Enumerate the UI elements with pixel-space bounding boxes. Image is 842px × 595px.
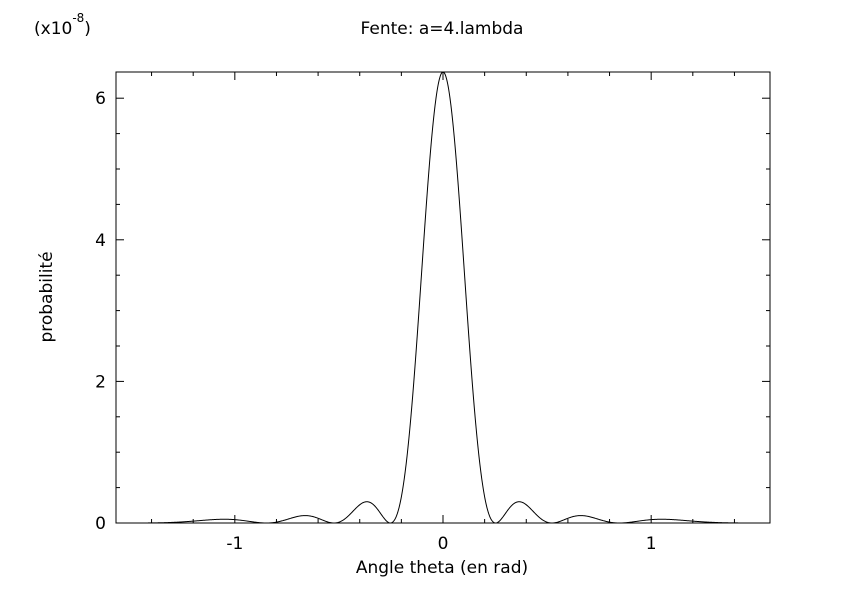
x-tick-label: 1 <box>646 534 657 554</box>
y-scale-label: (x10-8) <box>34 11 91 39</box>
y-tick-label: 6 <box>95 89 106 109</box>
chart-title: Fente: a=4.lambda <box>361 19 524 39</box>
y-scale-prefix: (x10 <box>34 19 72 39</box>
plot-frame <box>115 71 771 524</box>
x-tick-label: 0 <box>438 534 449 554</box>
x-axis-label: Angle theta (en rad) <box>356 558 528 578</box>
y-tick-label: 2 <box>95 372 106 392</box>
y-tick-label: 4 <box>95 231 106 251</box>
y-scale-exponent: -8 <box>72 11 84 25</box>
y-axis-label: probabilité <box>37 251 57 342</box>
y-tick-label: 0 <box>95 514 106 534</box>
tick-labels-layer: -1 0 1 0 2 4 6 <box>95 89 656 554</box>
ticks-layer <box>116 72 770 524</box>
y-scale-close: ) <box>84 19 91 39</box>
series-line <box>116 71 770 524</box>
x-tick-label: -1 <box>226 534 243 554</box>
